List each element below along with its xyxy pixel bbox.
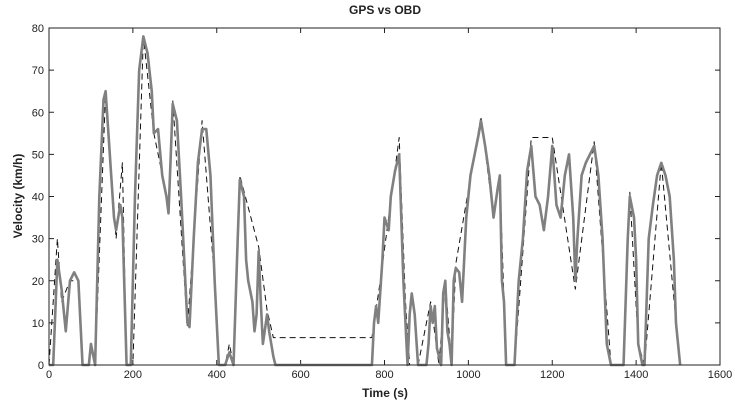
y-tick-label: 0	[38, 360, 44, 372]
x-tick-label: 400	[208, 369, 226, 381]
x-tick-label: 1000	[456, 369, 480, 381]
x-tick-label: 0	[46, 369, 52, 381]
y-tick-label: 80	[32, 23, 44, 35]
y-tick-label: 60	[32, 107, 44, 119]
y-tick-label: 40	[32, 192, 44, 204]
series-line	[49, 35, 682, 367]
x-tick-label: 1600	[708, 369, 732, 381]
x-tick-label: 200	[124, 369, 142, 381]
x-tick-label: 1200	[540, 369, 564, 381]
y-tick-label: 20	[32, 276, 44, 288]
y-tick-label: 10	[32, 318, 44, 330]
x-axis-label: Time (s)	[362, 386, 408, 400]
y-tick-label: 70	[32, 65, 44, 77]
plot-frame	[48, 27, 721, 366]
chart-title: GPS vs OBD	[349, 3, 421, 17]
series-line	[48, 35, 681, 366]
x-tick-label: 1400	[624, 369, 648, 381]
x-tick-label: 800	[375, 369, 393, 381]
y-tick-label: 30	[32, 234, 44, 246]
y-tick-label: 50	[32, 149, 44, 161]
y-axis-label: Velocity (km/h)	[11, 154, 25, 239]
x-tick-label: 600	[291, 369, 309, 381]
